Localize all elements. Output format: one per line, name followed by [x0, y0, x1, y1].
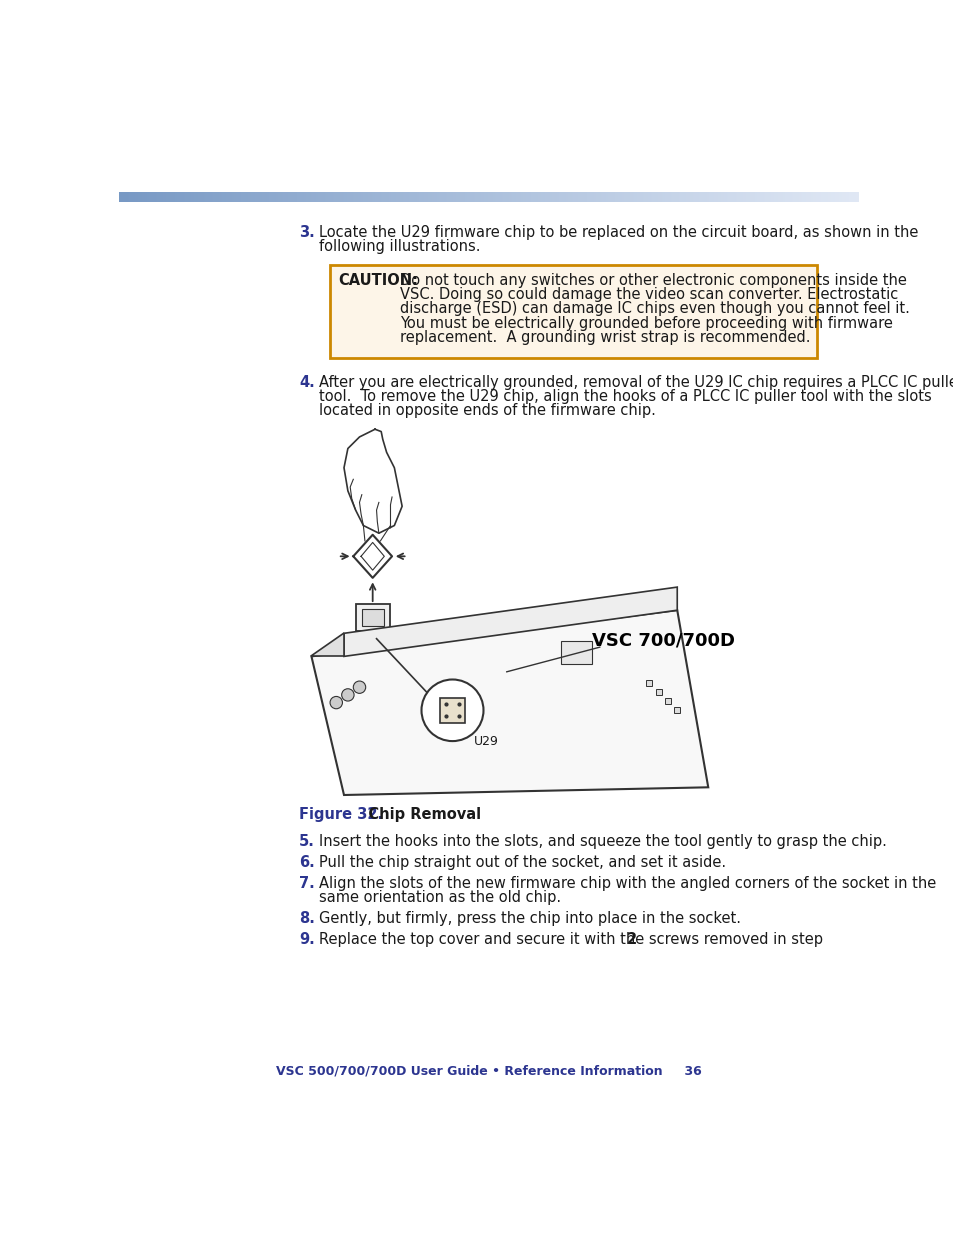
Text: Figure 32.: Figure 32. — [298, 806, 383, 821]
Text: 2: 2 — [626, 932, 636, 947]
Polygon shape — [344, 587, 677, 656]
Text: 7.: 7. — [298, 876, 314, 890]
Text: replacement.  A grounding wrist strap is recommended.: replacement. A grounding wrist strap is … — [399, 330, 809, 345]
Text: 6.: 6. — [298, 855, 314, 871]
Text: Gently, but firmly, press the chip into place in the socket.: Gently, but firmly, press the chip into … — [319, 911, 740, 926]
Text: U29: U29 — [474, 735, 498, 748]
Text: 8.: 8. — [298, 911, 314, 926]
Text: Insert the hooks into the slots, and squeeze the tool gently to grasp the chip.: Insert the hooks into the slots, and squ… — [319, 835, 886, 850]
Text: Pull the chip straight out of the socket, and set it aside.: Pull the chip straight out of the socket… — [319, 855, 725, 871]
Text: tool.  To remove the U29 chip, align the hooks of a PLCC IC puller tool with the: tool. To remove the U29 chip, align the … — [319, 389, 931, 404]
Text: After you are electrically grounded, removal of the U29 IC chip requires a PLCC : After you are electrically grounded, rem… — [319, 375, 953, 390]
Text: VSC 700/700D: VSC 700/700D — [592, 632, 734, 650]
Circle shape — [421, 679, 483, 741]
Text: 3.: 3. — [298, 225, 314, 240]
Text: following illustrations.: following illustrations. — [319, 240, 480, 254]
Text: You must be electrically grounded before proceeding with firmware: You must be electrically grounded before… — [399, 316, 892, 331]
Text: Align the slots of the new firmware chip with the angled corners of the socket i: Align the slots of the new firmware chip… — [319, 876, 936, 890]
Bar — [674, 708, 679, 714]
Text: .: . — [631, 932, 636, 947]
Text: located in opposite ends of the firmware chip.: located in opposite ends of the firmware… — [319, 403, 656, 419]
Bar — [645, 679, 652, 685]
Circle shape — [341, 689, 354, 701]
Text: Chip Removal: Chip Removal — [353, 806, 481, 821]
Circle shape — [353, 680, 365, 693]
Text: VSC 500/700/700D User Guide • Reference Information     36: VSC 500/700/700D User Guide • Reference … — [275, 1065, 701, 1077]
Text: Replace the top cover and secure it with the screws removed in step: Replace the top cover and secure it with… — [319, 932, 827, 947]
Text: discharge (ESD) can damage IC chips even though you cannot feel it.: discharge (ESD) can damage IC chips even… — [399, 301, 909, 316]
Bar — [655, 689, 661, 695]
Bar — [330, 266, 816, 358]
Text: 5.: 5. — [298, 835, 314, 850]
Text: same orientation as the old chip.: same orientation as the old chip. — [319, 890, 560, 905]
Text: 9.: 9. — [298, 932, 314, 947]
Polygon shape — [311, 634, 344, 656]
Polygon shape — [311, 610, 707, 795]
Text: CAUTION:: CAUTION: — [337, 273, 417, 288]
Text: Do not touch any switches or other electronic components inside the: Do not touch any switches or other elect… — [399, 273, 905, 288]
Text: 4.: 4. — [298, 375, 314, 390]
Circle shape — [330, 697, 342, 709]
Bar — [439, 698, 464, 722]
Bar — [355, 604, 390, 631]
Text: Locate the U29 firmware chip to be replaced on the circuit board, as shown in th: Locate the U29 firmware chip to be repla… — [319, 225, 918, 240]
Text: VSC. Doing so could damage the video scan converter. Electrostatic: VSC. Doing so could damage the video sca… — [399, 288, 897, 303]
Bar — [361, 609, 383, 626]
Bar — [560, 641, 592, 664]
Bar — [664, 698, 670, 704]
